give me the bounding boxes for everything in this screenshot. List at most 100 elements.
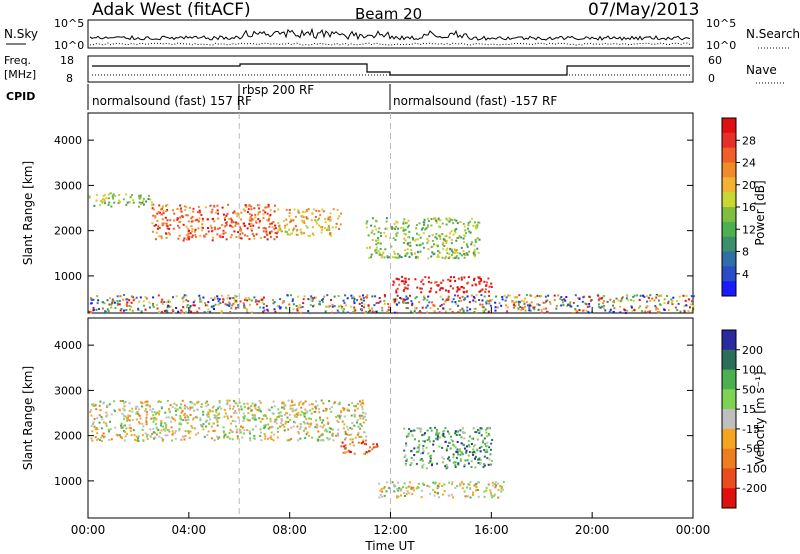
heatmap-cell <box>457 236 460 239</box>
heatmap-cell <box>228 399 231 402</box>
heatmap-cell <box>263 303 265 306</box>
heatmap-cell <box>166 306 169 309</box>
heatmap-cell <box>158 413 160 416</box>
heatmap-cell <box>141 402 144 405</box>
heatmap-cell <box>393 301 396 304</box>
heatmap-cell <box>177 310 180 313</box>
heatmap-cell <box>146 400 149 403</box>
heatmap-cell <box>132 201 135 204</box>
heatmap-cell <box>385 490 388 493</box>
heatmap-cell <box>269 436 272 439</box>
heatmap-cell <box>298 303 301 306</box>
heatmap-cell <box>97 299 100 302</box>
heatmap-cell <box>484 451 487 454</box>
heatmap-cell <box>165 416 168 419</box>
heatmap-cell <box>178 422 181 425</box>
heatmap-cell <box>123 405 126 408</box>
heatmap-cell <box>452 222 454 225</box>
heatmap-cell <box>123 402 126 405</box>
heatmap-cell <box>128 308 131 311</box>
heatmap-cell <box>448 236 451 239</box>
heatmap-cell <box>165 423 168 426</box>
heatmap-cell <box>192 207 195 210</box>
heatmap-cell <box>449 285 452 288</box>
heatmap-cell <box>191 230 193 233</box>
heatmap-cell <box>263 309 266 312</box>
heatmap-cell <box>178 429 181 432</box>
heatmap-cell <box>189 408 192 411</box>
power-colorbar-label: Power [dB] <box>753 180 767 245</box>
heatmap-cell <box>342 409 345 411</box>
heatmap-cell <box>505 304 508 307</box>
heatmap-cell <box>457 453 460 456</box>
heatmap-cell <box>230 219 233 222</box>
heatmap-cell <box>428 290 431 293</box>
heatmap-cell <box>116 302 119 305</box>
heatmap-cell <box>310 403 313 406</box>
heatmap-cell <box>446 247 449 250</box>
heatmap-cell <box>231 297 234 300</box>
heatmap-cell <box>222 301 224 303</box>
heatmap-cell <box>277 222 280 224</box>
heatmap-cell <box>602 295 605 298</box>
heatmap-cell <box>291 407 294 410</box>
heatmap-cell <box>100 199 102 202</box>
heatmap-cell <box>528 302 531 305</box>
heatmap-cell <box>514 304 517 307</box>
heatmap-cell <box>364 311 367 314</box>
heatmap-cell <box>270 406 273 409</box>
heatmap-cell <box>682 294 685 297</box>
heatmap-cell <box>127 414 130 417</box>
heatmap-cell <box>197 205 200 208</box>
heatmap-cell <box>420 280 423 283</box>
heatmap-cell <box>109 428 112 431</box>
heatmap-cell <box>111 298 114 301</box>
heatmap-cell <box>118 194 121 196</box>
heatmap-cell <box>432 489 435 492</box>
heatmap-cell <box>357 425 360 428</box>
heatmap-cell <box>331 226 334 229</box>
heatmap-cell <box>306 226 309 229</box>
heatmap-cell <box>126 433 129 435</box>
heatmap-cell <box>375 445 378 448</box>
heatmap-cell <box>462 250 465 253</box>
heatmap-cell <box>168 410 171 413</box>
heatmap-cell <box>515 300 518 303</box>
heatmap-cell <box>112 300 115 303</box>
heatmap-cell <box>444 255 447 258</box>
heatmap-cell <box>410 429 413 432</box>
heatmap-cell <box>377 239 380 241</box>
heatmap-cell <box>297 431 300 434</box>
heatmap-cell <box>427 224 429 227</box>
heatmap-cell <box>457 449 460 452</box>
colorbar-swatch <box>722 369 736 390</box>
heatmap-cell <box>447 494 450 497</box>
heatmap-cell <box>235 301 238 304</box>
heatmap-cell <box>234 301 237 304</box>
heatmap-cell <box>458 433 461 436</box>
heatmap-cell <box>438 289 441 292</box>
heatmap-cell <box>242 420 245 422</box>
heatmap-cell <box>207 230 210 233</box>
heatmap-cell <box>267 423 270 426</box>
heatmap-cell <box>353 405 356 408</box>
heatmap-cell <box>196 211 199 214</box>
heatmap-cell <box>560 304 563 307</box>
heatmap-cell <box>198 300 201 303</box>
heatmap-cell <box>415 238 418 241</box>
heatmap-cell <box>451 311 454 314</box>
heatmap-cell <box>362 411 365 414</box>
heatmap-cell <box>126 301 129 304</box>
heatmap-cell <box>378 496 381 499</box>
heatmap-cell <box>160 407 163 410</box>
heatmap-cell <box>172 296 174 299</box>
heatmap-cell <box>266 212 269 215</box>
heatmap-cell <box>208 408 211 411</box>
heatmap-cell <box>332 208 335 211</box>
heatmap-cell <box>325 428 327 431</box>
heatmap-cell <box>601 305 604 308</box>
heatmap-cell <box>430 255 433 258</box>
heatmap-cell <box>139 417 142 420</box>
heatmap-cell <box>279 227 282 230</box>
heatmap-cell <box>453 444 456 447</box>
